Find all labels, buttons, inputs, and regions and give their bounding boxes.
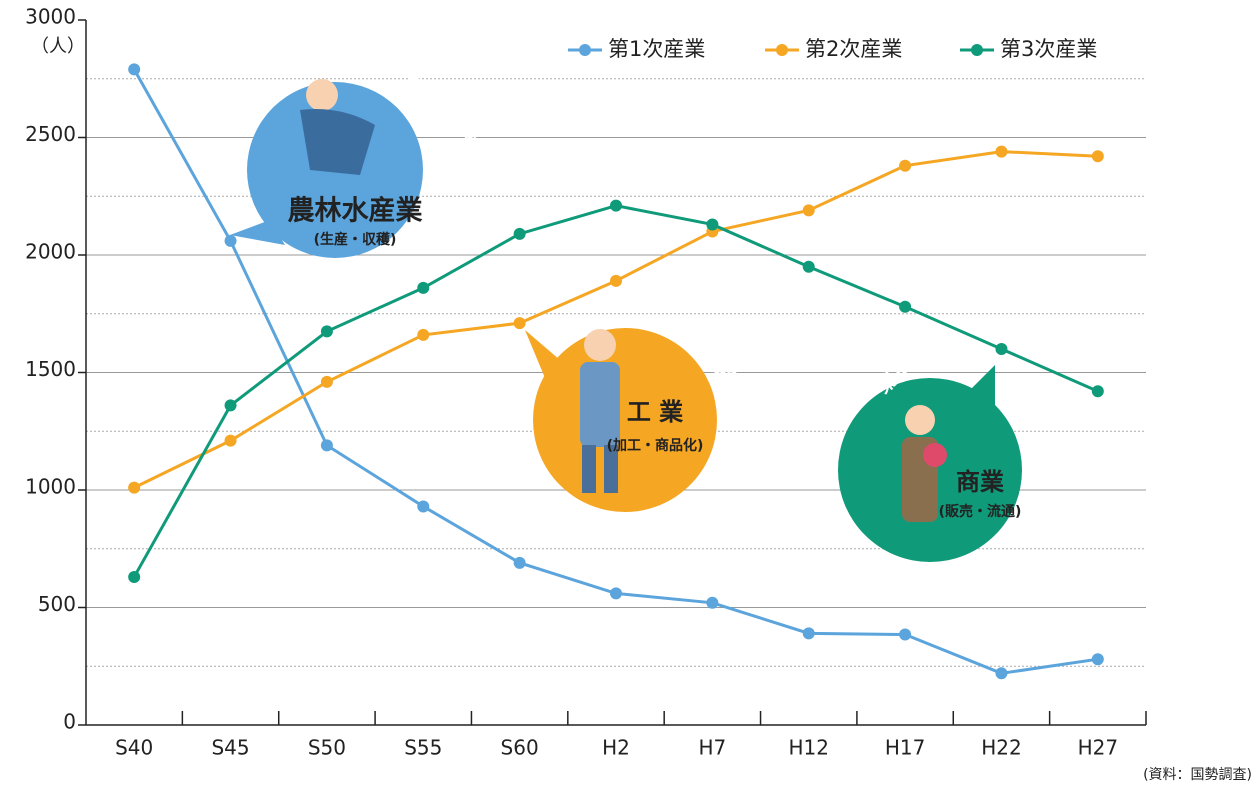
x-tick-label: H27	[1078, 736, 1119, 760]
data-point	[610, 199, 622, 212]
worker-leg	[582, 445, 596, 493]
data-point	[802, 260, 815, 273]
x-tick-label: S50	[308, 736, 346, 760]
annotation: (販売・流通)	[939, 503, 1022, 520]
data-point	[706, 596, 719, 609]
source-note: (資料：国勢調査)	[1143, 767, 1252, 783]
data-point	[513, 227, 526, 240]
data-point	[610, 274, 622, 287]
data-point	[706, 218, 719, 231]
x-tick-label: S45	[211, 736, 249, 760]
x-tick-label: H17	[885, 736, 926, 760]
data-point	[128, 481, 141, 494]
data-point	[899, 159, 912, 172]
data-point	[1091, 653, 1104, 666]
y-tick-label: 2500	[25, 122, 76, 146]
data-point	[899, 628, 912, 641]
worker-body	[580, 362, 620, 447]
y-tick-label: 500	[38, 592, 76, 616]
clerk-head	[905, 405, 935, 435]
bubble-tail	[970, 365, 995, 410]
data-point	[224, 434, 237, 447]
plot: 0 500 1000 1500 2000 2500 3000 S40 S45 S50 S55 S60 H…	[25, 5, 1147, 760]
y-tick-label: 2000	[25, 240, 76, 264]
bubble-tail	[230, 220, 285, 245]
data-point	[224, 399, 237, 412]
data-point	[417, 281, 430, 294]
annotation: 工 業	[627, 398, 683, 426]
data-point	[802, 627, 815, 640]
data-point	[128, 570, 141, 583]
data-point	[128, 63, 141, 76]
x-tick-label: H7	[698, 736, 726, 760]
x-tick-label: H2	[602, 736, 630, 760]
data-point	[899, 300, 912, 313]
data-point	[610, 587, 622, 600]
annotation: (加工・商品化)	[607, 437, 704, 454]
legend-label: 第3次産業	[1000, 37, 1097, 61]
data-point	[513, 317, 526, 330]
illustrations	[230, 79, 1022, 562]
y-tick-label: 1000	[25, 475, 76, 499]
y-tick-label: 1500	[25, 357, 76, 381]
data-point	[320, 325, 333, 338]
legend-marker	[971, 44, 983, 56]
data-point	[802, 204, 815, 217]
x-tick-label: S60	[501, 736, 539, 760]
data-point	[1091, 385, 1104, 398]
legend-label: 第1次産業	[608, 37, 705, 61]
data-point	[995, 667, 1008, 680]
annotation: 商業	[956, 468, 1004, 496]
farmer-head	[306, 79, 338, 111]
annotation: 農林水産業	[288, 195, 423, 227]
annotation: (生産・収穫)	[314, 231, 397, 248]
y-tick-label: 3000	[25, 5, 76, 29]
data-point	[995, 145, 1008, 158]
data-point	[513, 556, 526, 569]
data-point	[417, 328, 430, 341]
legend-marker	[776, 44, 788, 56]
x-tick-label: H12	[788, 736, 829, 760]
farmer-body	[300, 109, 375, 175]
legend-label: 第2次産業	[805, 37, 902, 61]
bubble-secondary	[533, 328, 717, 512]
data-point	[224, 234, 237, 247]
y-tick-label: 0	[63, 710, 76, 734]
x-tick-label: S40	[115, 736, 153, 760]
x-tick-label: H22	[981, 736, 1022, 760]
data-point	[1091, 150, 1104, 163]
data-point	[320, 439, 333, 452]
bubble-tail	[525, 330, 560, 390]
data-point	[417, 500, 430, 513]
data-point	[995, 343, 1008, 355]
flowers	[923, 443, 947, 467]
data-point	[320, 375, 333, 388]
worker-leg	[604, 445, 618, 493]
worker-head	[584, 329, 616, 361]
legend-marker	[579, 44, 591, 56]
unit-label: （人）	[31, 36, 85, 57]
x-tick-label: S55	[404, 736, 442, 760]
